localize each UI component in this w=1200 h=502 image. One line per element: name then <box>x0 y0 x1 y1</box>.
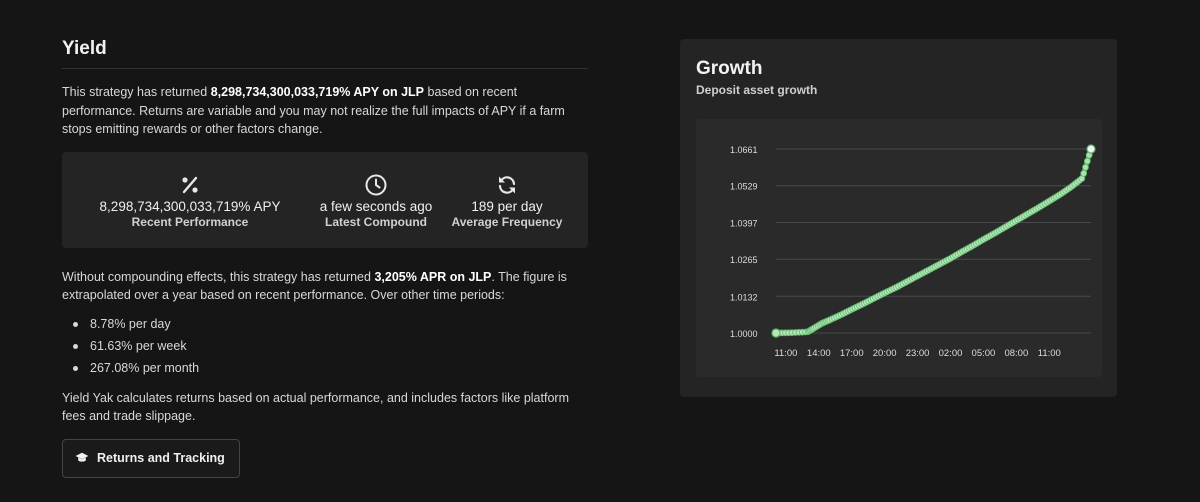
x-tick-label: 14:00 <box>807 348 831 359</box>
stat-recent-performance: 8,298,734,300,033,719% APY Recent Perfor… <box>62 173 318 230</box>
stat-label: Average Frequency <box>451 215 563 229</box>
x-tick-label: 17:00 <box>840 348 864 359</box>
x-tick-label: 05:00 <box>972 348 996 359</box>
stat-label: Recent Performance <box>131 215 249 229</box>
yield-description: This strategy has returned 8,298,734,300… <box>62 83 588 139</box>
yield-description-text: This strategy has returned <box>62 85 211 99</box>
data-point <box>1083 157 1091 165</box>
x-tick-label: 20:00 <box>873 348 897 359</box>
y-tick-label: 1.0132 <box>730 292 758 302</box>
y-tick-label: 1.0397 <box>730 218 758 228</box>
list-item: 61.63% per week <box>73 335 588 357</box>
list-item: 267.08% per month <box>73 357 588 379</box>
list-item: 8.78% per day <box>73 313 588 335</box>
clock-icon <box>365 174 387 196</box>
data-point-end <box>1086 144 1096 154</box>
yield-description-text-end: based on recent performance. Returns are… <box>62 85 565 136</box>
graduation-cap-icon <box>75 452 89 462</box>
stat-latest-compound: a few seconds ago Latest Compound <box>318 173 434 230</box>
growth-subtitle: Deposit asset growth <box>696 83 818 97</box>
yield-apy-highlight: 8,298,734,300,033,719% APY on JLP <box>210 85 425 99</box>
y-tick-label: 1.0000 <box>730 329 758 339</box>
x-tick-label: 02:00 <box>939 348 963 359</box>
growth-title: Growth <box>696 58 763 79</box>
stat-label: Latest Compound <box>325 215 427 229</box>
series-line <box>773 146 1094 336</box>
stat-value: 8,298,734,300,033,719% APY <box>99 199 281 214</box>
apr-description: Without compounding effects, this strate… <box>62 268 588 305</box>
yield-title: Yield <box>62 38 588 69</box>
x-tick-label: 11:00 <box>1038 348 1061 359</box>
data-point <box>1080 169 1088 177</box>
yield-stats-panel: 8,298,734,300,033,719% APY Recent Perfor… <box>62 151 588 248</box>
apr-description-text: Without compounding effects, this strate… <box>62 269 375 284</box>
data-point <box>1082 163 1089 171</box>
apr-highlight: 3,205% APR on JLP <box>374 269 492 284</box>
x-tick-label: 11:00 <box>774 348 797 359</box>
y-tick-label: 1.0265 <box>730 255 758 265</box>
stat-value: a few seconds ago <box>319 199 433 214</box>
percent-icon <box>182 176 198 194</box>
stat-average-frequency: 189 per day Average Frequency <box>444 173 570 230</box>
y-tick-label: 1.0661 <box>730 145 758 155</box>
apr-description-text-end: . The figure is extrapolated over a year… <box>62 269 567 303</box>
yield-section: Yield This strategy has returned 8,298,7… <box>62 38 588 478</box>
stat-value: 189 per day <box>471 199 543 214</box>
x-tick-label: 08:00 <box>1004 348 1028 359</box>
methodology-note: Yield Yak calculates returns based on ac… <box>62 390 569 424</box>
y-tick-label: 1.0529 <box>730 182 758 192</box>
button-label: Returns and Tracking <box>97 451 225 465</box>
returns-and-tracking-button[interactable]: Returns and Tracking <box>62 438 240 478</box>
period-returns-list: 8.78% per day 61.63% per week 267.08% pe… <box>62 313 588 379</box>
growth-panel: Growth Deposit asset growth 1.0000 1.0132… <box>680 39 1117 397</box>
growth-chart-svg: 1.0000 1.0132 1.0265 1.0397 1.0529 1.0661 11:0… <box>730 144 1096 359</box>
data-point-start <box>771 328 781 338</box>
growth-chart: 1.0000 1.0132 1.0265 1.0397 1.0529 1.0661 11:0… <box>696 119 1102 377</box>
refresh-icon <box>498 176 516 194</box>
x-tick-label: 23:00 <box>906 348 930 359</box>
